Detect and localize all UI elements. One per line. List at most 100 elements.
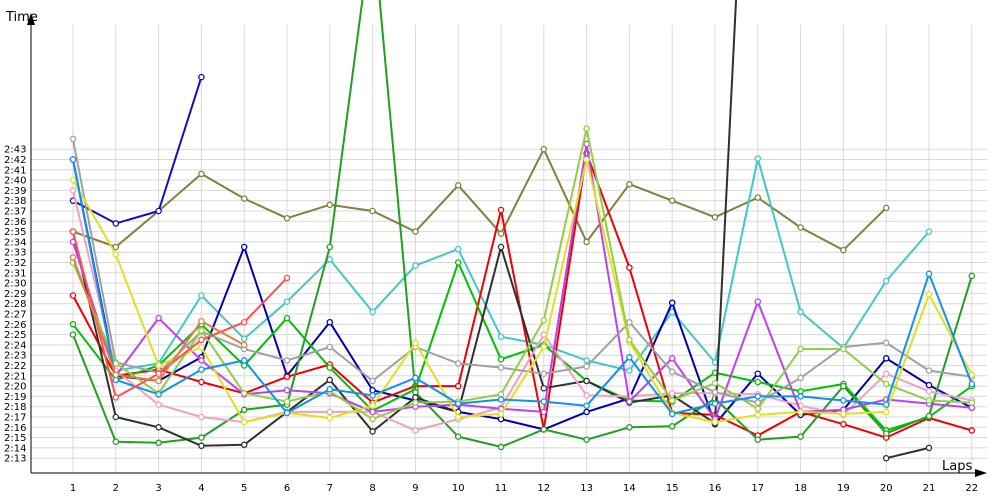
data-point [882,339,890,347]
y-tick-label: 2:31 [4,268,26,279]
y-tick-label: 2:24 [4,340,26,351]
series-14 [69,156,976,418]
data-point [155,401,162,408]
series-line [72,138,972,404]
data-point [69,228,77,235]
series-16 [69,254,248,385]
data-point [326,243,334,251]
data-point [283,398,291,405]
y-tick-label: 2:27 [4,310,26,321]
data-point [925,444,933,452]
data-point [668,397,676,404]
data-point [540,316,548,324]
x-tick-label: 13 [580,483,593,494]
data-point [240,406,248,414]
x-tick-label: 9 [412,483,418,494]
data-point [497,230,505,237]
y-tick-label: 2:23 [4,351,26,362]
x-tick-labels: 1 2 3 4 5 6 7 8 9 10 11 12 13 14 15 16 17 18 19 20 21 22 [70,483,978,494]
y-tick-label: 2:22 [4,361,26,372]
data-point [112,438,120,445]
data-point [583,402,590,409]
data-point [626,180,633,188]
y-tick-label: 2:28 [4,299,26,310]
x-tick-label: 4 [198,483,204,494]
data-point [198,336,205,344]
data-point [369,386,376,394]
data-point [454,413,462,421]
data-point [454,245,462,253]
y-tick-label: 2:33 [4,248,26,259]
series-line [72,76,203,225]
data-point [925,367,933,374]
data-point [882,401,890,408]
data-point [754,194,762,201]
data-point [198,170,205,178]
data-point [69,331,77,338]
y-tick-label: 2:17 [4,413,26,424]
y-tick-label: 2:30 [4,279,26,290]
y-tick-label: 2:16 [4,423,26,434]
data-point [540,343,548,351]
data-point [925,412,933,420]
data-point [283,386,291,394]
y-tick-label: 2:40 [4,176,26,187]
x-tick-label: 7 [327,483,333,494]
data-point [240,441,248,449]
data-point [882,408,890,416]
data-point [840,420,847,428]
data-point [797,345,804,353]
data-point [326,343,334,351]
y-tick-labels: 2:132:142:152:162:172:182:192:202:212:22… [4,145,26,465]
x-axis-arrow [975,469,987,477]
x-tick-label: 3 [155,483,161,494]
data-point [198,317,205,325]
data-point [454,382,462,390]
y-tick-label: 2:13 [4,454,26,465]
data-point [626,336,633,344]
data-point [69,156,77,163]
data-point [69,176,77,184]
x-tick-label: 17 [751,483,764,494]
series-3 [69,73,205,227]
data-point [112,360,120,367]
data-point [925,397,933,404]
data-point [412,339,419,347]
data-point [198,292,205,299]
data-point [626,318,633,326]
data-point [240,243,248,251]
data-point [240,318,248,326]
data-point [155,439,162,447]
y-tick-label: 2:21 [4,371,26,382]
data-point [583,377,590,385]
data-point [797,388,804,395]
data-point [69,254,77,261]
data-point [626,424,633,431]
data-point [112,413,120,421]
data-point [497,333,505,340]
data-point [112,394,120,401]
data-point [369,377,376,385]
data-point [454,259,462,266]
data-point [198,327,205,334]
data-point [711,379,719,387]
data-point [240,341,248,349]
data-point [198,378,205,386]
data-point [497,396,505,403]
data-point [968,404,976,411]
y-tick-label: 2:29 [4,289,26,300]
data-point [497,443,505,451]
y-tick-label: 2:38 [4,196,26,207]
data-point [326,414,334,422]
data-point [754,436,762,443]
y-tick-label: 2:36 [4,217,26,228]
data-point [326,256,334,263]
x-tick-label: 18 [794,483,807,494]
data-point [69,135,77,143]
data-point [668,355,676,362]
data-point [540,426,548,433]
data-point [326,385,334,393]
series-13 [69,125,976,423]
data-point [497,356,505,363]
data-point [754,298,762,305]
